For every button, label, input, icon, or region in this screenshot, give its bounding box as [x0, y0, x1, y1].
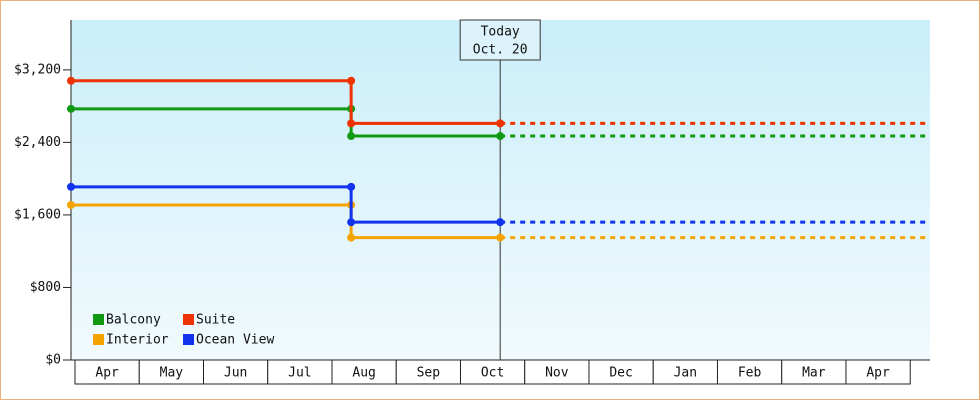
month-box [459, 359, 526, 385]
y-tick-label: $1,600 [14, 207, 61, 222]
x-tick-label: Sep [417, 366, 441, 381]
x-tick-label: May [160, 366, 184, 381]
month-box [395, 359, 461, 385]
legend-swatch [183, 314, 194, 325]
month-box [652, 359, 718, 385]
month-box [331, 359, 397, 385]
point [347, 182, 356, 191]
legend-label: Balcony [106, 313, 161, 328]
x-tick-label: Jul [288, 366, 311, 381]
point [67, 104, 75, 113]
y-tick-label: $3,200 [14, 62, 61, 77]
point [67, 76, 75, 85]
point [67, 200, 75, 209]
point [347, 218, 356, 227]
x-tick-label: Apr [95, 366, 119, 381]
legend-swatch [93, 314, 104, 325]
legend-label: Ocean View [196, 333, 274, 348]
point [347, 233, 356, 242]
x-tick-label: Oct [481, 366, 504, 381]
month-box [781, 359, 847, 385]
point [67, 182, 75, 191]
month-box [267, 359, 333, 385]
y-tick-label: $2,400 [14, 135, 61, 150]
step-line [71, 185, 501, 224]
point [496, 218, 505, 227]
legend-label: Interior [106, 333, 169, 348]
legend-swatch [93, 334, 104, 345]
point [347, 119, 356, 128]
today-box [459, 19, 541, 61]
month-box [202, 359, 269, 385]
month-box [524, 359, 590, 385]
month-box [845, 359, 911, 385]
x-tick-label: Feb [738, 366, 762, 381]
point [496, 132, 505, 141]
point [347, 132, 356, 141]
month-box [588, 359, 654, 385]
x-tick-label: Jun [224, 366, 247, 381]
step-line [71, 79, 501, 125]
x-tick-label: Apr [866, 366, 890, 381]
today-date: Oct. 20 [473, 43, 528, 58]
x-tick-label: Nov [545, 366, 569, 381]
point [496, 233, 505, 242]
x-tick-label: Mar [802, 366, 826, 381]
y-tick-label: $800 [30, 280, 61, 295]
month-box [138, 359, 204, 385]
x-tick-label: Jan [674, 366, 697, 381]
legend-label: Suite [196, 313, 235, 328]
x-tick-label: Dec [609, 366, 632, 381]
today-label: Today [481, 25, 520, 40]
legend-swatch [183, 334, 194, 345]
point [347, 76, 356, 85]
month-box [74, 359, 140, 385]
point [496, 119, 505, 128]
y-tick-label: $0 [45, 353, 61, 368]
x-tick-label: Aug [352, 366, 375, 381]
